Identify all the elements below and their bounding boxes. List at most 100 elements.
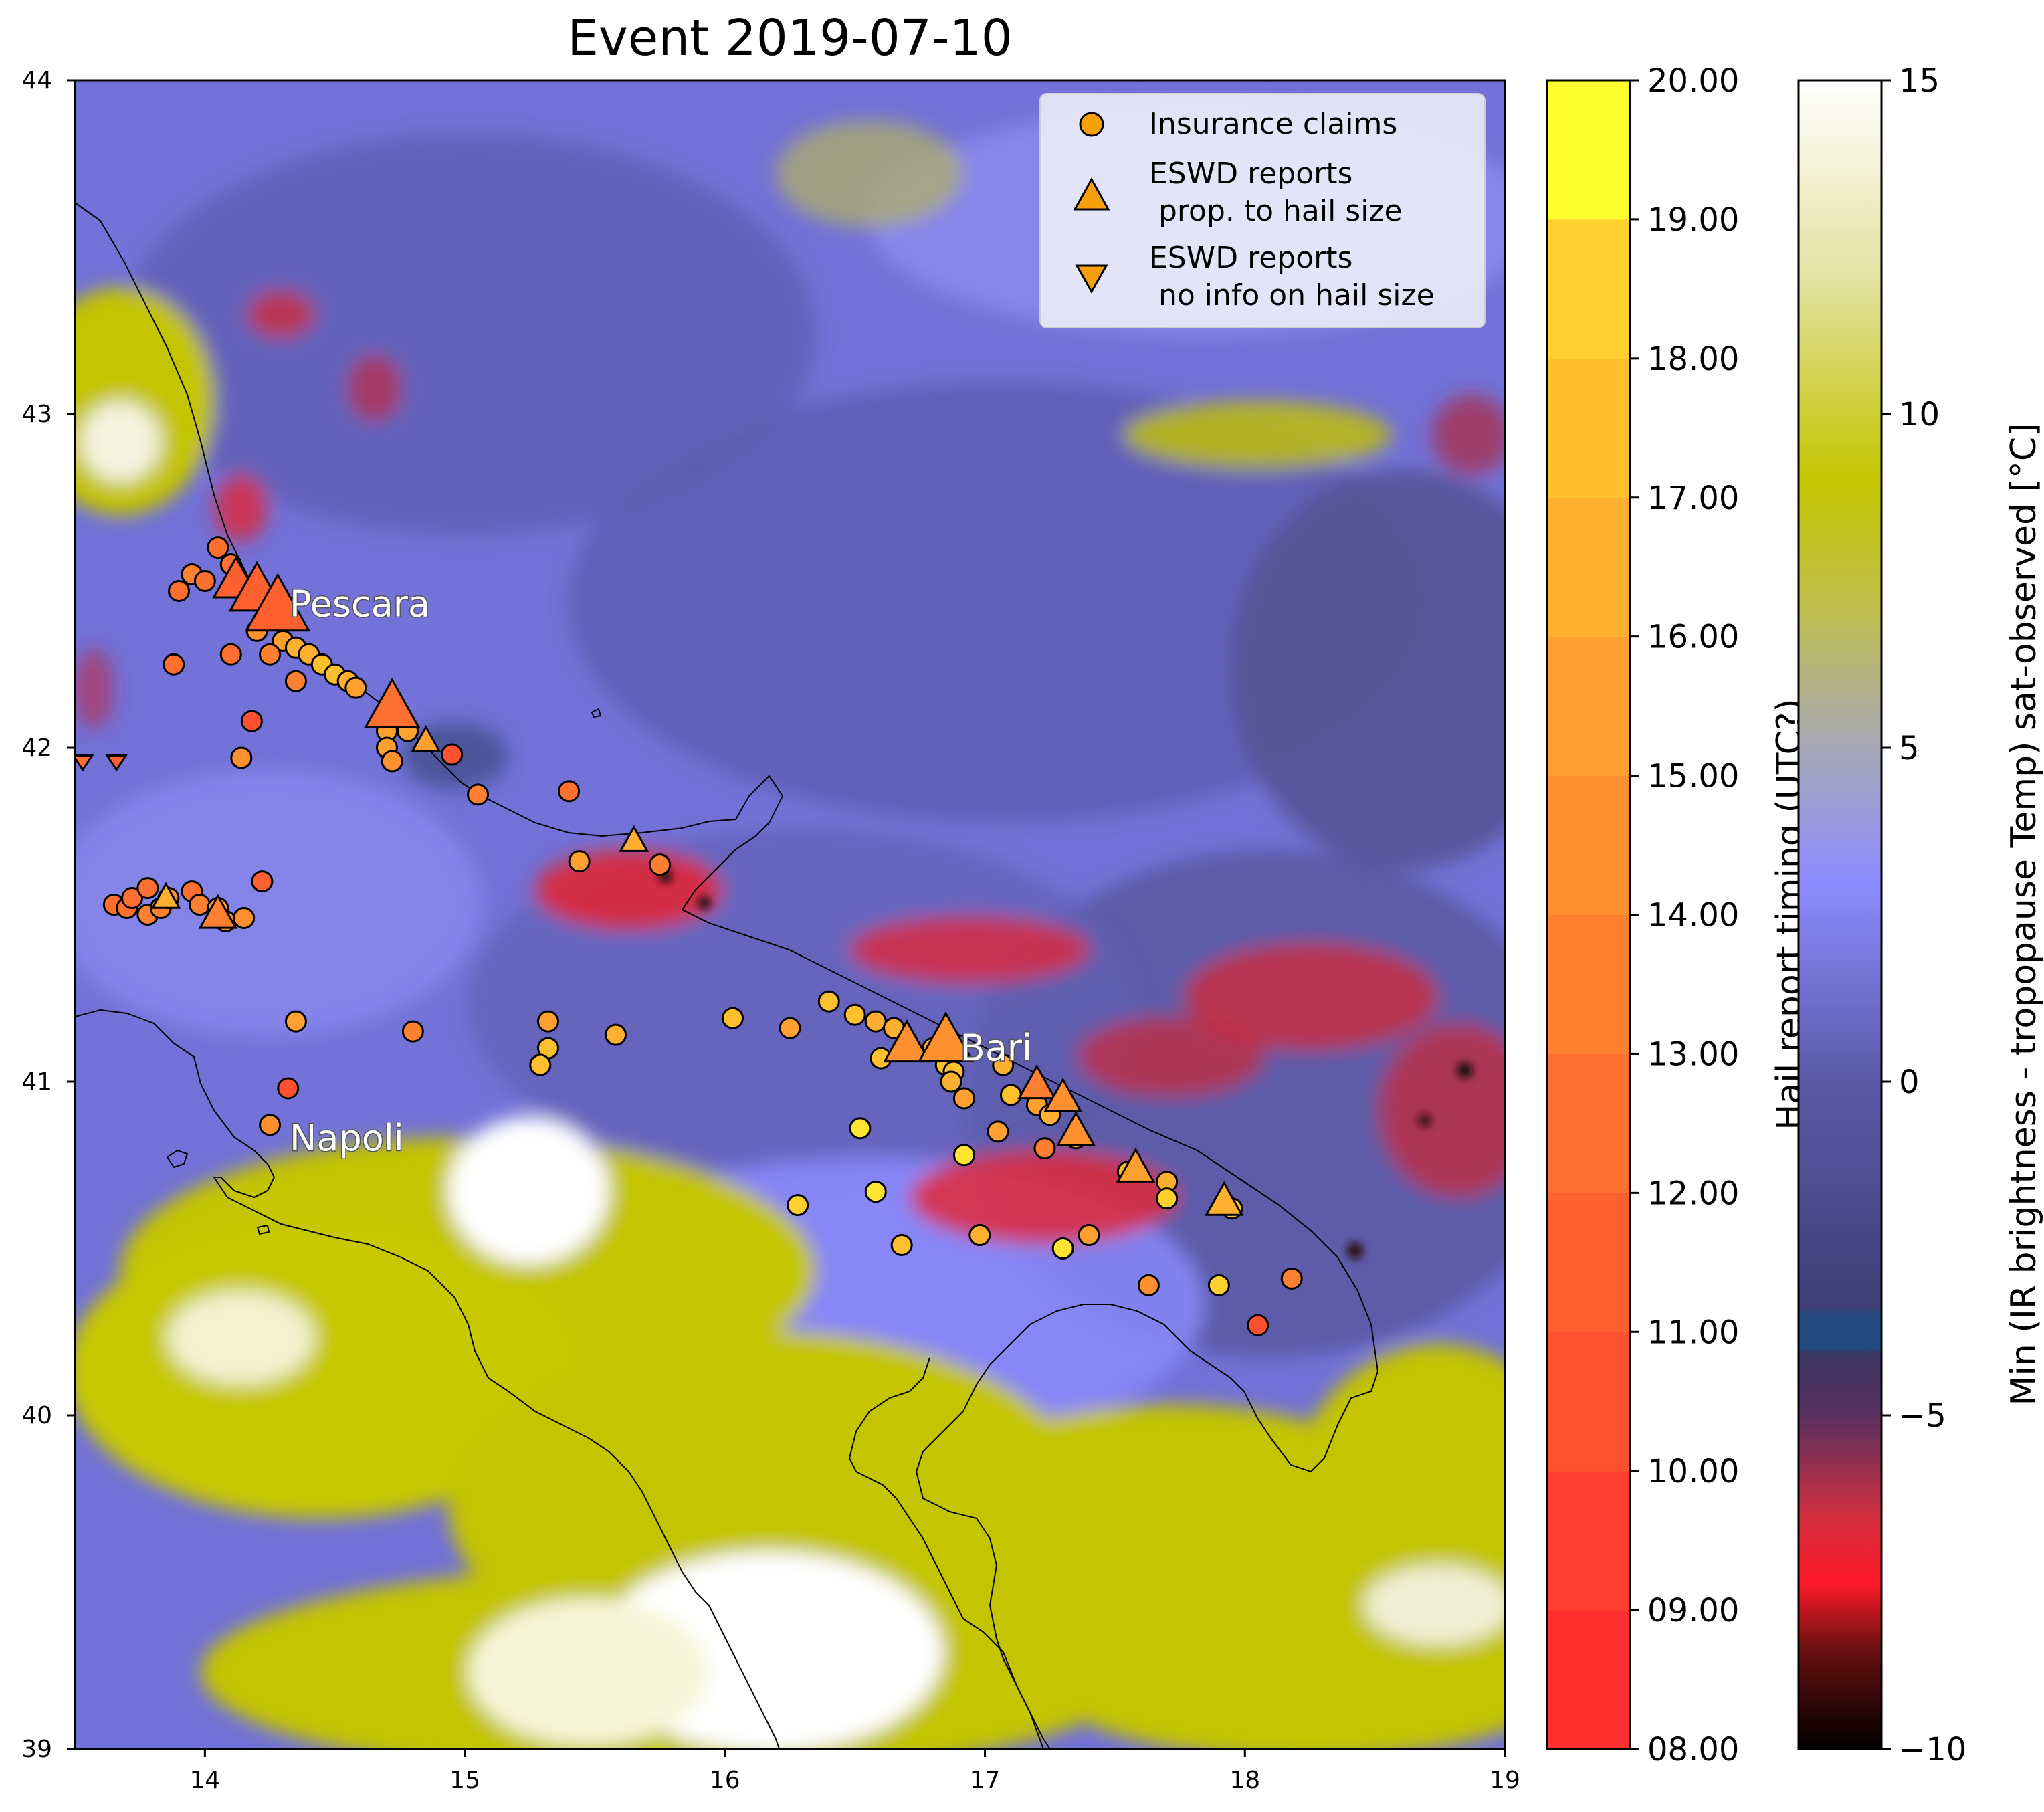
x-tick-label: 18	[1229, 1767, 1260, 1794]
legend-box	[1039, 93, 1486, 328]
eswd-noinfo-marker	[105, 754, 128, 772]
insurance-claim-marker	[189, 894, 211, 916]
temperature-colorbar-label: Min (IR brightness - tropopause Temp) sa…	[2004, 423, 2044, 1406]
eswd-size-marker	[363, 678, 421, 729]
insurance-claim-marker	[536, 1010, 559, 1033]
insurance-claim-marker	[987, 1120, 1009, 1143]
insurance-claim-marker	[1207, 1274, 1230, 1296]
timing-tick-label: 13.00	[1647, 1035, 1739, 1073]
x-tick-label: 15	[449, 1767, 480, 1794]
timing-tick-label: 17.00	[1647, 480, 1739, 517]
insurance-claim-marker	[251, 870, 274, 893]
map-panel	[75, 80, 1505, 1749]
insurance-claim-marker	[849, 1117, 872, 1140]
x-tick-label: 19	[1490, 1767, 1520, 1794]
y-tick-label: 42	[21, 734, 52, 762]
city-labels: Pescara Bari Napoli	[288, 582, 1033, 1160]
insurance-claim-marker	[1156, 1187, 1179, 1210]
insurance-claim-marker	[136, 877, 159, 900]
insurance-claim-marker	[864, 1010, 887, 1033]
insurance-claim-marker	[284, 670, 307, 692]
eswd-size-marker	[1116, 1147, 1156, 1183]
x-tick-label: 17	[970, 1767, 1001, 1794]
insurance-claim-marker	[121, 887, 144, 910]
timing-colorbar-segment	[1547, 497, 1630, 637]
insurance-claim-marker	[230, 746, 253, 769]
timing-tick-label: 09.00	[1647, 1592, 1739, 1629]
insurance-claim-marker	[1078, 1224, 1100, 1247]
timing-colorbar-segment	[1547, 219, 1630, 359]
y-tick-label: 41	[21, 1068, 52, 1096]
x-axis: 14 15 16 17 18 19	[189, 1749, 1520, 1794]
insurance-claim-marker	[568, 850, 591, 873]
insurance-claim-marker	[843, 1003, 866, 1026]
temperature-colorbar: −10 −5 0 5 10 15 Min (IR brightness - tropopa…	[1797, 62, 2044, 1769]
timing-tick-label: 20.00	[1647, 62, 1739, 100]
insurance-claim-marker	[1247, 1314, 1269, 1336]
eswd-size-marker	[411, 724, 441, 752]
eswd-size-marker	[917, 1011, 975, 1063]
insurance-claim-marker	[467, 783, 490, 806]
insurance-claim-marker	[167, 579, 190, 602]
y-axis: 39 40 41 42 43 44	[21, 67, 75, 1763]
legend-circle-icon	[1079, 112, 1104, 137]
insurance-claim-marker	[441, 743, 464, 766]
insurance-claim-marker	[284, 1010, 307, 1033]
insurance-claim-marker	[1033, 1137, 1056, 1160]
timing-tick-label: 08.00	[1647, 1731, 1739, 1769]
eswd-size-marker	[150, 882, 181, 909]
map-title: Event 2019-07-10	[567, 9, 1013, 67]
legend-label-eswd-noinfo: ESWD reports no info on hail size	[1149, 241, 1435, 312]
city-label: Napoli	[290, 1117, 404, 1159]
timing-colorbar: 08.00 09.00 10.00 11.00 12.00 13.00 14.00 15.00…	[1546, 62, 1810, 1769]
timing-colorbar-segment	[1547, 80, 1630, 220]
insurance-claim-marker	[999, 1084, 1022, 1106]
y-tick-label: 44	[21, 67, 52, 94]
city-label: Bari	[960, 1027, 1032, 1069]
eswd-size-marker	[245, 573, 311, 632]
legend-label-eswd-size: ESWD reports prop. to hail size	[1149, 157, 1403, 228]
insurance-claim-marker	[952, 1144, 975, 1167]
temperature-tick-label: −10	[1899, 1731, 1966, 1769]
hail-markers	[75, 536, 1303, 1336]
eswd-size-marker	[1205, 1181, 1244, 1216]
insurance-claim-marker	[1137, 1274, 1160, 1296]
timing-colorbar-segment	[1547, 358, 1630, 498]
legend-label-claims: Insurance claims	[1149, 107, 1397, 141]
y-tick-label: 39	[21, 1736, 52, 1763]
insurance-claim-marker	[1051, 1237, 1074, 1260]
eswd-size-marker	[1056, 1110, 1096, 1146]
insurance-claim-marker	[163, 653, 185, 676]
insurance-claim-marker	[259, 1114, 282, 1136]
insurance-claim-marker	[721, 1007, 744, 1029]
timing-colorbar-segment	[1547, 1053, 1630, 1193]
timing-tick-label: 12.00	[1647, 1175, 1739, 1212]
insurance-claim-marker	[558, 780, 581, 803]
insurance-claim-marker	[259, 643, 282, 666]
timing-colorbar-segment	[1547, 636, 1630, 777]
temperature-colorbar-fill	[1799, 80, 1881, 1749]
insurance-claim-marker	[817, 990, 840, 1013]
insurance-claim-marker	[529, 1053, 552, 1076]
timing-colorbar-segment	[1547, 775, 1630, 915]
insurance-claim-marker	[219, 643, 242, 666]
eswd-size-marker	[619, 825, 649, 852]
timing-colorbar-segment	[1547, 1332, 1630, 1472]
insurance-claim-marker	[401, 1020, 424, 1043]
timing-tick-label: 11.00	[1647, 1314, 1739, 1351]
timing-tick-label: 19.00	[1647, 201, 1739, 239]
satellite-field	[75, 107, 1505, 1749]
insurance-claim-marker	[940, 1070, 962, 1093]
insurance-claim-marker	[968, 1224, 991, 1247]
insurance-claim-marker	[649, 853, 672, 876]
insurance-claim-marker	[605, 1023, 627, 1046]
legend: Insurance claims ESWD reports prop. to h…	[1039, 93, 1486, 328]
insurance-claim-marker	[890, 1234, 913, 1257]
insurance-claim-marker	[381, 750, 403, 773]
eswd-size-marker	[1017, 1064, 1057, 1100]
eswd-size-marker	[1043, 1077, 1083, 1113]
y-tick-label: 43	[21, 401, 52, 428]
eswd-size-marker	[883, 1019, 931, 1063]
temperature-tick-label: 5	[1899, 730, 1920, 767]
